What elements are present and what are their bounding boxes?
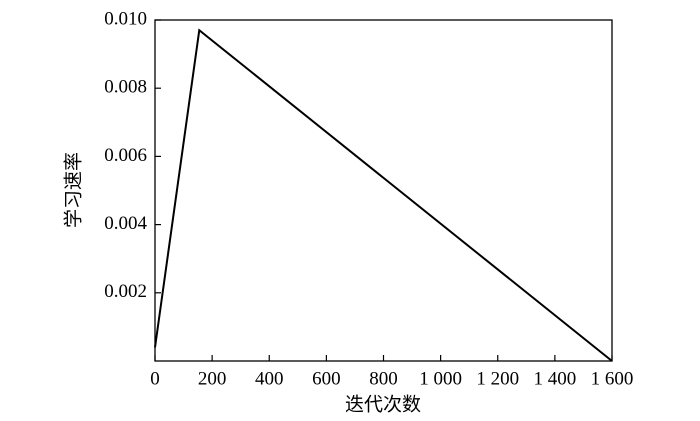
line-series	[154, 28, 613, 362]
x-axis-label: 迭代次数	[345, 393, 421, 415]
y-axis-label: 学习速率	[62, 152, 84, 228]
x-tick-label: 800	[369, 368, 398, 389]
y-tick-label: 0.010	[104, 8, 147, 29]
y-tick-label: 0.006	[104, 145, 147, 166]
y-tick-label: 0.008	[104, 77, 147, 98]
plot-frame	[154, 19, 613, 362]
x-tick-label: 200	[198, 368, 227, 389]
x-tick-label: 1 200	[476, 368, 519, 389]
y-tick-label: 0.002	[104, 281, 147, 302]
y-tick-label: 0.004	[104, 213, 147, 234]
x-tick-label: 1 400	[534, 368, 577, 389]
x-tick-label: 0	[150, 368, 160, 389]
x-tick-label: 400	[255, 368, 284, 389]
x-tick-label: 1 600	[591, 368, 634, 389]
x-tick-label: 600	[312, 368, 341, 389]
x-tick-label: 1 000	[419, 368, 462, 389]
